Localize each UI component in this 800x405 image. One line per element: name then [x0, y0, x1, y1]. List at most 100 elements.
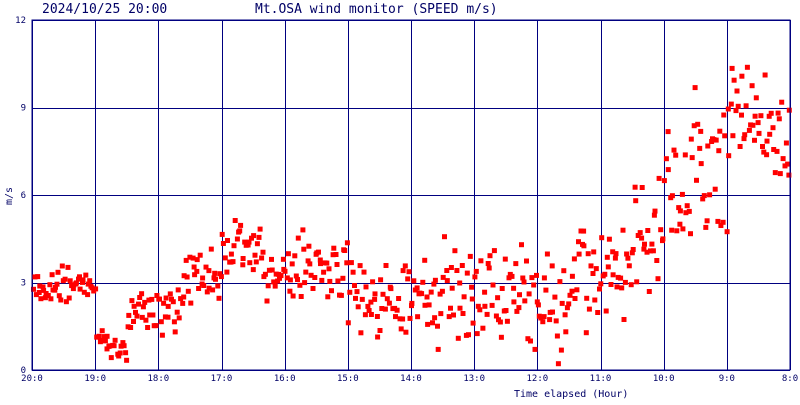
data-point: [473, 268, 479, 274]
data-point: [107, 343, 113, 349]
data-point: [31, 286, 36, 292]
data-point: [543, 287, 549, 293]
data-point: [257, 226, 263, 232]
data-point: [449, 285, 455, 291]
data-point: [437, 291, 443, 297]
data-point: [150, 312, 156, 318]
data-point: [374, 314, 380, 319]
data-point: [87, 278, 93, 284]
data-point: [111, 343, 117, 349]
data-point: [480, 325, 486, 331]
data-point: [200, 275, 206, 281]
data-point: [396, 296, 402, 301]
y-tick-label: 9: [21, 104, 26, 114]
data-point: [432, 315, 438, 321]
data-point: [131, 319, 136, 324]
data-point: [776, 116, 782, 122]
data-point: [783, 140, 789, 146]
data-point: [610, 249, 616, 255]
data-point: [206, 268, 212, 274]
data-point: [363, 284, 369, 290]
data-point: [422, 302, 428, 308]
data-point: [697, 145, 703, 151]
data-point: [165, 303, 171, 309]
data-point: [280, 256, 286, 262]
data-point: [524, 258, 529, 264]
data-point: [55, 269, 61, 275]
data-point: [45, 293, 51, 298]
data-point: [33, 292, 39, 298]
data-point: [287, 277, 293, 283]
data-point: [626, 263, 632, 269]
data-point: [475, 303, 481, 309]
data-point: [491, 248, 497, 254]
data-point: [424, 294, 430, 300]
data-point: [739, 112, 744, 118]
data-point: [405, 276, 411, 282]
data-point: [509, 273, 515, 279]
data-point: [513, 261, 519, 267]
data-point: [772, 170, 778, 176]
data-point: [451, 312, 456, 318]
data-point: [739, 73, 745, 79]
data-point: [654, 258, 660, 263]
data-point: [506, 275, 512, 281]
data-point: [618, 275, 624, 281]
data-point: [85, 292, 91, 298]
data-point: [250, 267, 256, 273]
data-point: [142, 299, 148, 305]
data-point: [32, 274, 38, 280]
data-point: [273, 271, 279, 277]
data-point: [592, 297, 598, 303]
data-point: [752, 113, 758, 119]
data-point: [621, 317, 627, 322]
data-point: [761, 149, 767, 155]
data-point: [305, 258, 311, 264]
data-point: [393, 314, 398, 320]
data-point: [777, 171, 783, 177]
data-point: [768, 110, 774, 116]
data-point: [541, 275, 547, 281]
data-point: [651, 212, 657, 218]
data-point: [764, 152, 770, 158]
data-point: [260, 249, 266, 255]
data-point: [161, 300, 167, 306]
data-point: [269, 267, 275, 273]
data-point: [495, 295, 501, 301]
data-point: [56, 293, 62, 299]
data-point: [318, 261, 323, 267]
x-tick-label: 16:0: [274, 374, 296, 384]
data-point: [786, 172, 792, 178]
data-point: [361, 269, 367, 275]
data-point: [384, 296, 390, 302]
data-point: [81, 289, 87, 295]
data-point: [731, 77, 737, 83]
data-point: [586, 306, 592, 312]
data-point: [66, 295, 72, 301]
data-point: [301, 246, 307, 252]
data-point: [717, 128, 723, 134]
data-point: [246, 239, 252, 245]
data-point: [588, 263, 594, 269]
x-tick-label: 15:0: [337, 374, 359, 384]
y-axis-ticks: 0 3 6 9 12: [15, 16, 26, 376]
data-point: [252, 252, 258, 258]
data-point: [340, 275, 346, 281]
data-point: [134, 313, 140, 319]
data-point: [154, 293, 160, 298]
data-point: [347, 289, 353, 295]
data-point: [683, 210, 689, 216]
data-point: [400, 316, 406, 322]
data-point: [547, 317, 553, 323]
data-point: [321, 269, 327, 275]
data-point: [550, 309, 555, 315]
data-point: [469, 284, 475, 290]
data-point: [319, 277, 325, 283]
x-tick-label: 20:0: [21, 374, 43, 384]
data-point: [504, 318, 510, 324]
data-point: [275, 278, 281, 284]
data-point: [457, 305, 463, 311]
data-point: [497, 319, 503, 325]
data-point: [265, 283, 271, 289]
data-point: [201, 283, 207, 288]
